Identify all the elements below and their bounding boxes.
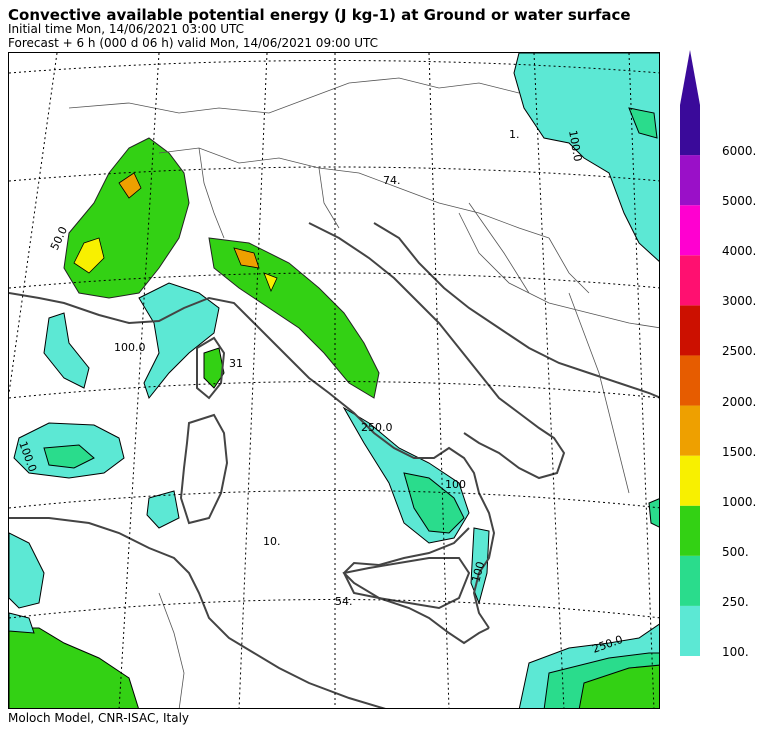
legend-swatch <box>680 555 700 606</box>
cape-area-northeast-green <box>628 107 658 139</box>
legend-label: 1000. <box>722 494 757 509</box>
map-label: 74. <box>383 174 401 187</box>
legend-swatch <box>680 605 700 656</box>
legend-swatch <box>680 355 700 406</box>
model-credit: Moloch Model, CNR-ISAC, Italy <box>8 711 190 725</box>
sardinia-coast <box>179 413 229 525</box>
legend-label: 4000. <box>722 244 757 259</box>
graticule <box>9 53 659 708</box>
chart-title: Convective available potential energy (J… <box>8 6 631 24</box>
cape-area-balearic-green <box>43 444 95 469</box>
legend-label: 250. <box>722 594 749 609</box>
legend-label: 500. <box>722 544 749 559</box>
legend-label: 100. <box>722 645 749 659</box>
legend-swatch <box>680 405 700 456</box>
sicily-coast <box>342 557 471 610</box>
cape-area-northeast <box>513 53 659 262</box>
legend-label: 6000. <box>722 144 757 159</box>
map-label: 54. <box>335 595 353 608</box>
cape-fields <box>9 53 659 708</box>
cape-area-africa-west-cyan <box>9 612 35 634</box>
legend-swatch <box>680 255 700 306</box>
cape-core-apennines <box>233 247 260 269</box>
cape-area-ionian-core <box>578 664 659 708</box>
corsica-coast <box>196 336 226 400</box>
map-label: 100.0 <box>566 129 584 162</box>
cape-area-tyrrhenian-green <box>403 472 465 534</box>
cape-map: 1. 74. 100.0 100.0 100.0 50.0 250.0 100 … <box>8 52 660 709</box>
cape-area-apennines <box>208 237 380 399</box>
cape-area-gulf-lion <box>43 312 90 389</box>
map-canvas: 1. 74. 100.0 100.0 100.0 50.0 250.0 100 … <box>9 53 659 708</box>
cape-area-tyrrhenian-south <box>146 490 180 529</box>
color-legend <box>680 50 700 656</box>
legend-label: 5000. <box>722 194 757 209</box>
map-label: 100 <box>469 560 487 584</box>
cape-area-africa-west <box>9 627 139 708</box>
map-label: 31 <box>229 357 243 370</box>
cape-area-east-edge <box>648 498 659 528</box>
cape-core-alps-2 <box>118 172 142 199</box>
legend-label: 2500. <box>722 344 757 359</box>
cape-area-ligurian <box>138 282 220 400</box>
cape-core-alps <box>73 237 105 274</box>
cape-core-apennines-2 <box>263 272 278 293</box>
legend-swatch <box>680 105 700 156</box>
map-label: 1. <box>509 128 520 141</box>
map-label: 100 <box>445 478 466 491</box>
legend-label: 3000. <box>722 294 757 309</box>
legend-swatch <box>680 155 700 206</box>
map-label: 10. <box>263 535 281 548</box>
legend-label: 1500. <box>722 444 757 459</box>
cape-area-alps-west <box>63 137 190 299</box>
cape-area-corsica <box>203 347 225 389</box>
legend-arrow <box>680 50 700 105</box>
legend-swatch <box>680 305 700 356</box>
legend-swatch <box>680 505 700 556</box>
initial-time: Initial time Mon, 14/06/2021 03:00 UTC <box>8 22 245 36</box>
forecast-time: Forecast + 6 h (000 d 06 h) valid Mon, 1… <box>8 36 378 50</box>
legend-label: 2000. <box>722 394 757 409</box>
legend-swatch <box>680 455 700 506</box>
map-label: 100.0 <box>114 341 146 354</box>
map-label: 250.0 <box>361 421 393 434</box>
country-borders <box>68 77 659 708</box>
cape-area-south-west <box>9 532 45 609</box>
coastlines <box>9 222 659 708</box>
legend-swatch <box>680 205 700 256</box>
